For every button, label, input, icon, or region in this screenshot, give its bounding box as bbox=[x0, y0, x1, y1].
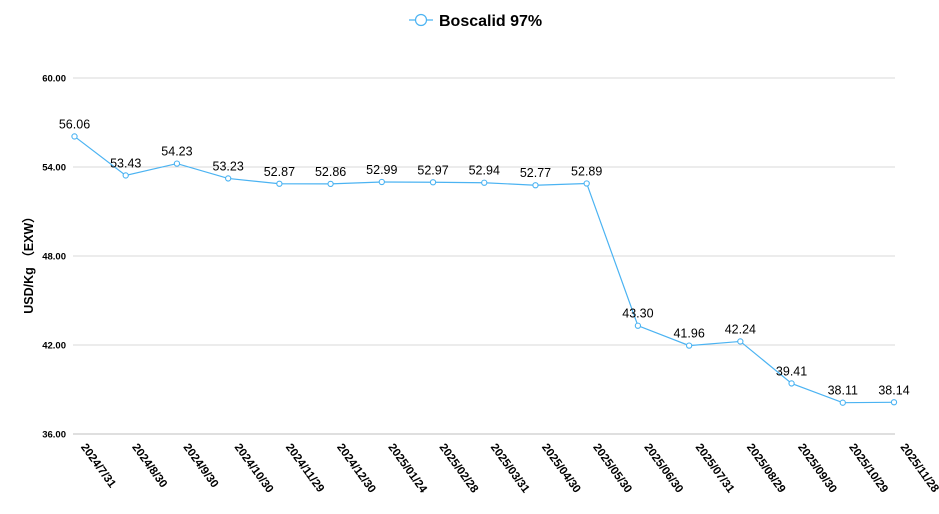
data-label: 52.87 bbox=[264, 165, 295, 179]
x-tick-label: 2024/11/29 bbox=[283, 442, 326, 495]
data-point[interactable] bbox=[685, 342, 693, 349]
x-tick-label: 2024/9/30 bbox=[181, 442, 221, 490]
data-point[interactable] bbox=[71, 133, 78, 140]
x-tick-label: 2025/02/28 bbox=[437, 442, 481, 496]
x-tick-label: 2024/10/30 bbox=[232, 442, 276, 496]
x-tick-label: 2024/8/30 bbox=[129, 442, 169, 490]
data-point[interactable] bbox=[276, 180, 283, 187]
data-point[interactable] bbox=[788, 380, 795, 387]
data-labels: 56.06 53.43 54.23 53.23 52.87 52.86 52.99 52.97… bbox=[59, 117, 910, 397]
data-point[interactable] bbox=[173, 160, 181, 167]
data-label: 52.86 bbox=[315, 165, 346, 179]
data-point[interactable] bbox=[583, 180, 590, 187]
data-point[interactable] bbox=[429, 179, 437, 186]
x-tick-label: 2025/11/28 bbox=[898, 442, 939, 496]
legend-label: Boscalid 97% bbox=[439, 13, 542, 30]
data-label: 56.06 bbox=[59, 117, 90, 131]
data-point[interactable] bbox=[890, 399, 898, 406]
y-axis-label: USD/Kg （EXW） bbox=[21, 210, 36, 313]
data-point[interactable] bbox=[122, 172, 129, 179]
y-tick-label: 48.00 bbox=[42, 252, 66, 263]
x-tick-label: 2025/10/29 bbox=[846, 442, 890, 496]
x-tick-label: 2024/12/30 bbox=[334, 442, 378, 496]
data-point[interactable] bbox=[532, 182, 539, 189]
data-point[interactable] bbox=[327, 180, 334, 188]
legend[interactable]: Boscalid 97% bbox=[409, 13, 542, 30]
data-point[interactable] bbox=[737, 338, 744, 345]
series-layer bbox=[71, 133, 898, 406]
data-label: 52.97 bbox=[417, 163, 448, 177]
y-tick-label: 36.00 bbox=[42, 430, 66, 441]
data-label: 39.41 bbox=[776, 364, 807, 378]
x-tick-label: 2025/07/31 bbox=[693, 442, 737, 496]
data-label: 52.94 bbox=[469, 164, 500, 178]
data-point[interactable] bbox=[225, 175, 232, 182]
data-label: 53.23 bbox=[213, 159, 244, 173]
y-tick-label: 60.00 bbox=[42, 74, 66, 85]
x-axis-ticks: 2024/7/31 2024/8/30 2024/9/30 2024/10/30 202… bbox=[78, 442, 939, 496]
x-tick-label: 2024/7/31 bbox=[78, 442, 118, 491]
x-tick-label: 2025/05/30 bbox=[590, 442, 634, 496]
data-label: 43.30 bbox=[622, 307, 653, 321]
y-tick-label: 42.00 bbox=[42, 341, 66, 352]
data-label: 38.14 bbox=[878, 383, 909, 397]
data-label: 53.43 bbox=[110, 156, 141, 170]
data-label: 42.24 bbox=[725, 322, 756, 336]
x-tick-label: 2025/09/30 bbox=[795, 442, 839, 496]
data-label: 54.23 bbox=[161, 145, 192, 159]
data-point[interactable] bbox=[481, 179, 488, 186]
legend-marker-icon bbox=[414, 13, 428, 27]
x-tick-label: 2025/04/30 bbox=[539, 442, 583, 496]
y-tick-label: 54.00 bbox=[42, 163, 66, 174]
data-point[interactable] bbox=[378, 178, 385, 186]
x-tick-label: 2025/01/24 bbox=[385, 442, 429, 496]
x-tick-label: 2025/03/31 bbox=[488, 442, 532, 496]
y-axis-ticks: 36.00 42.00 48.00 54.00 60.00 bbox=[42, 74, 66, 441]
data-point[interactable] bbox=[839, 399, 846, 406]
data-label: 52.77 bbox=[520, 166, 551, 180]
data-label: 52.89 bbox=[571, 164, 602, 178]
data-label: 52.99 bbox=[366, 163, 397, 177]
data-label: 38.11 bbox=[828, 384, 858, 398]
data-point[interactable] bbox=[634, 322, 642, 329]
grid-lines bbox=[73, 77, 895, 435]
data-label: 41.96 bbox=[673, 327, 704, 341]
x-tick-label: 2025/06/30 bbox=[641, 442, 685, 496]
x-tick-label: 2025/08/29 bbox=[744, 442, 788, 496]
